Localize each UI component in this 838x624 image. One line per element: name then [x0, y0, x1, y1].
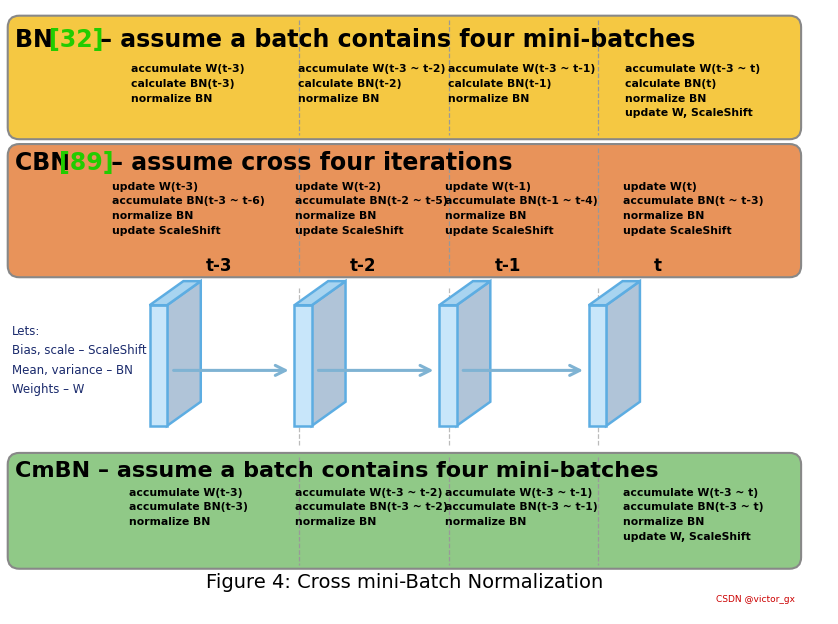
- Polygon shape: [439, 305, 457, 426]
- Text: CSDN @victor_gx: CSDN @victor_gx: [716, 595, 795, 604]
- Text: t-1: t-1: [495, 257, 521, 275]
- Polygon shape: [606, 281, 640, 426]
- Polygon shape: [150, 305, 167, 426]
- Text: – assume cross four iterations: – assume cross four iterations: [103, 152, 513, 175]
- Text: [89]: [89]: [59, 152, 113, 175]
- Text: Lets:
Bias, scale – ScaleShift
Mean, variance – BN
Weights – W: Lets: Bias, scale – ScaleShift Mean, var…: [12, 324, 146, 396]
- Polygon shape: [312, 281, 345, 426]
- Polygon shape: [150, 281, 201, 305]
- Text: – assume a batch contains four mini-batches: – assume a batch contains four mini-batc…: [91, 28, 695, 52]
- Polygon shape: [589, 305, 606, 426]
- Text: t-3: t-3: [205, 257, 232, 275]
- Text: update W(t-3)
accumulate BN(t-3 ~ t-6)
normalize BN
update ScaleShift: update W(t-3) accumulate BN(t-3 ~ t-6) n…: [111, 182, 265, 236]
- Text: accumulate W(t-3 ~ t-2)
accumulate BN(t-3 ~ t-2)
normalize BN: accumulate W(t-3 ~ t-2) accumulate BN(t-…: [295, 488, 448, 527]
- Text: CBN: CBN: [15, 152, 79, 175]
- Polygon shape: [439, 281, 490, 305]
- FancyBboxPatch shape: [8, 144, 801, 277]
- Polygon shape: [167, 281, 201, 426]
- Text: t: t: [654, 257, 662, 275]
- Text: CmBN – assume a batch contains four mini-batches: CmBN – assume a batch contains four mini…: [15, 461, 659, 481]
- Text: t-2: t-2: [350, 257, 376, 275]
- FancyBboxPatch shape: [8, 16, 801, 139]
- Text: update W(t-1)
accumulate BN(t-1 ~ t-4)
normalize BN
update ScaleShift: update W(t-1) accumulate BN(t-1 ~ t-4) n…: [445, 182, 597, 236]
- Text: accumulate W(t-3 ~ t)
accumulate BN(t-3 ~ t)
normalize BN
update W, ScaleShift: accumulate W(t-3 ~ t) accumulate BN(t-3 …: [623, 488, 763, 542]
- Text: [32]: [32]: [49, 28, 104, 52]
- Text: Figure 4: Cross mini-Batch Normalization: Figure 4: Cross mini-Batch Normalization: [206, 573, 603, 592]
- Text: update W(t)
accumulate BN(t ~ t-3)
normalize BN
update ScaleShift: update W(t) accumulate BN(t ~ t-3) norma…: [623, 182, 763, 236]
- FancyBboxPatch shape: [8, 453, 801, 568]
- Polygon shape: [294, 281, 345, 305]
- Text: accumulate W(t-3 ~ t-1)
accumulate BN(t-3 ~ t-1)
normalize BN: accumulate W(t-3 ~ t-1) accumulate BN(t-…: [445, 488, 597, 527]
- Polygon shape: [589, 281, 640, 305]
- Polygon shape: [294, 305, 312, 426]
- Text: BN: BN: [15, 28, 61, 52]
- Text: accumulate W(t-3 ~ t-2)
calculate BN(t-2)
normalize BN: accumulate W(t-3 ~ t-2) calculate BN(t-2…: [298, 64, 445, 104]
- Text: accumulate W(t-3 ~ t)
calculate BN(t)
normalize BN
update W, ScaleShift: accumulate W(t-3 ~ t) calculate BN(t) no…: [625, 64, 761, 119]
- Text: accumulate W(t-3 ~ t-1)
calculate BN(t-1)
normalize BN: accumulate W(t-3 ~ t-1) calculate BN(t-1…: [447, 64, 595, 104]
- Text: accumulate W(t-3)
calculate BN(t-3)
normalize BN: accumulate W(t-3) calculate BN(t-3) norm…: [132, 64, 245, 104]
- Text: update W(t-2)
accumulate BN(t-2 ~ t-5)
normalize BN
update ScaleShift: update W(t-2) accumulate BN(t-2 ~ t-5) n…: [295, 182, 448, 236]
- Text: accumulate W(t-3)
accumulate BN(t-3)
normalize BN: accumulate W(t-3) accumulate BN(t-3) nor…: [129, 488, 248, 527]
- Polygon shape: [457, 281, 490, 426]
